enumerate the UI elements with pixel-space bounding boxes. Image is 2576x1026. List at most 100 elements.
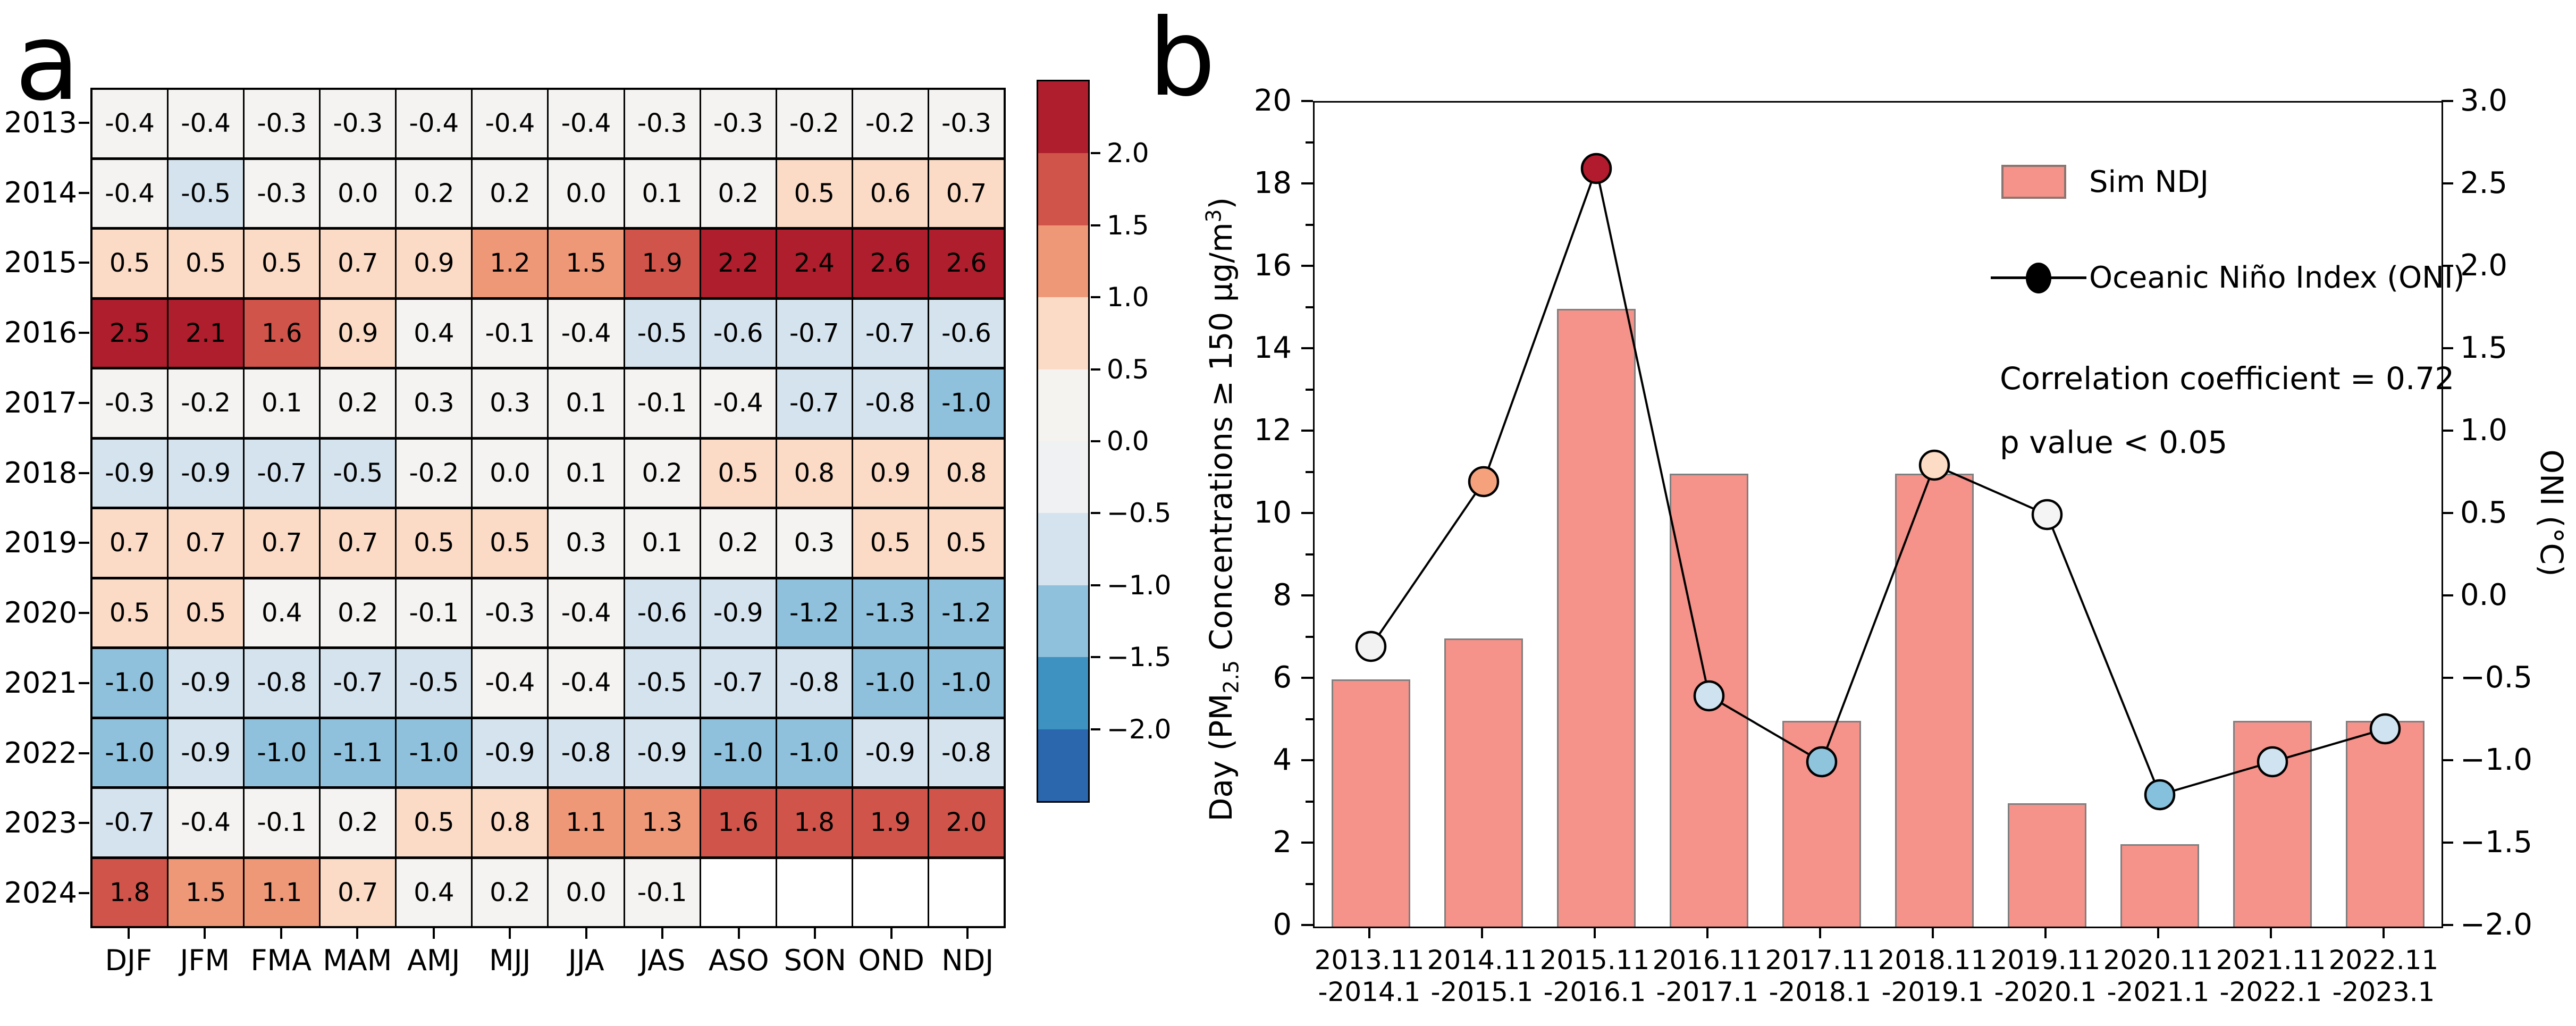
bar [2120,844,2199,927]
year-tick [79,612,89,615]
x-axis-tick [1706,927,1708,938]
colorbar-tick-label: 1.0 [1107,282,1149,313]
heatmap-cell: 1.9 [853,789,928,856]
left-axis-minor-tick [1306,635,1313,638]
oni-marker [2031,499,2063,531]
heatmap-cell: 2.1 [169,299,243,367]
heatmap-cell: -0.8 [549,719,624,786]
heatmap-cell: 0.5 [169,230,243,297]
heatmap-cell: 0.2 [473,859,548,926]
heatmap-cell: -0.7 [321,649,395,717]
x-axis-tick [2157,927,2159,938]
colorbar-segment [1038,513,1088,585]
x-category-line2: -2022.1 [2219,977,2322,1007]
x-axis-tick [1368,927,1370,938]
heatmap-cell: 0.8 [473,789,548,856]
year-tick-label: 2023 [4,806,77,840]
marker-swatch-icon [2026,263,2051,293]
heatmap-cell: 0.2 [321,789,395,856]
right-axis-tick [2442,347,2453,349]
heatmap-cell: -0.4 [92,159,167,227]
left-axis-tick [1301,842,1313,844]
heatmap-cell [929,859,1004,926]
heatmap-cell: 2.2 [701,230,776,297]
left-axis-tick-label: 12 [1253,413,1292,448]
colorbar-tick [1091,152,1100,155]
oni-marker [1580,153,1612,184]
heatmap-cell: 0.1 [625,159,700,227]
x-category-line1: 2022.11 [2328,945,2439,975]
heatmap-cell: -1.0 [397,719,472,786]
heatmap-cell: 0.5 [397,789,472,856]
right-axis-tick [2442,924,2453,926]
season-tick-label: SON [784,944,846,977]
heatmap-cell: -0.2 [169,369,243,437]
heatmap-cell: 0.2 [473,159,548,227]
x-category-line1: 2019.11 [1990,945,2101,975]
left-axis-title-part: Day (PM [1202,693,1239,822]
heatmap-cell: -0.5 [625,649,700,717]
heatmap-cell: -0.4 [549,90,624,157]
heatmap-cell: -0.1 [473,299,548,367]
year-tick-label: 2019 [4,526,77,560]
colorbar-tick-label: 1.5 [1107,209,1149,241]
year-tick [79,892,89,895]
heatmap-cell: -0.3 [245,90,319,157]
oni-marker [2144,779,2176,811]
heatmap-cell: 0.5 [397,509,472,577]
heatmap-cell: -0.4 [169,789,243,856]
left-axis-minor-tick [1306,718,1313,720]
year-tick [79,752,89,754]
year-tick [79,542,89,544]
year-tick [79,191,89,194]
right-axis-tick [2442,265,2453,267]
season-tick [585,928,587,939]
heatmap-cell: 0.4 [397,299,472,367]
heatmap-cell: -1.0 [929,369,1004,437]
heatmap-cell: -0.4 [549,299,624,367]
oni-marker [1468,466,1500,498]
heatmap-cell: 0.1 [549,439,624,507]
heatmap-cell: 0.9 [321,299,395,367]
colorbar-segment [1038,657,1088,729]
season-tick [661,928,664,939]
season-tick-label: NDJ [941,944,994,977]
heatmap-cell: 0.0 [549,159,624,227]
colorbar [1037,80,1090,803]
left-axis-tick-label: 8 [1273,578,1292,612]
year-tick-label: 2013 [4,105,77,139]
season-tick [737,928,740,939]
heatmap-cell: 0.5 [169,579,243,646]
heatmap-cell: -0.1 [625,859,700,926]
left-axis-tick-label: 4 [1273,743,1292,777]
heatmap-cell: -0.4 [92,90,167,157]
year-tick-label: 2021 [4,666,77,700]
heatmap-cell: -0.5 [321,439,395,507]
panel-b-label: b [1148,0,1216,120]
heatmap-cell: -0.1 [245,789,319,856]
colorbar-segment [1038,225,1088,298]
right-axis-tick-label: 2.5 [2460,166,2508,200]
heatmap-cell: -1.0 [701,719,776,786]
bar [1332,679,1410,927]
year-tick-label: 2017 [4,385,77,419]
season-tick [509,928,511,939]
heatmap-cell: -1.0 [777,719,852,786]
left-axis-minor-tick [1306,470,1313,473]
right-axis-tick-label: 2.0 [2460,248,2508,283]
x-axis-tick [2383,927,2385,938]
heatmap-cell: -0.3 [701,90,776,157]
year-tick [79,332,89,334]
heatmap-cell: -0.4 [397,90,472,157]
heatmap-cell: -0.9 [169,439,243,507]
x-category-line2: -2015.1 [1430,977,1534,1007]
season-tick-label: MJJ [489,944,531,977]
oni-marker [1693,680,1725,712]
year-tick [79,682,89,684]
left-axis-tick-label: 16 [1253,248,1292,283]
right-axis-tick-label: −2.0 [2460,907,2532,942]
heatmap-cell: 1.1 [549,789,624,856]
x-category-line2: -2021.1 [2107,977,2210,1007]
x-category-label: 2020.11 -2021.1 [2097,944,2219,1008]
heatmap-cell: 1.2 [473,230,548,297]
